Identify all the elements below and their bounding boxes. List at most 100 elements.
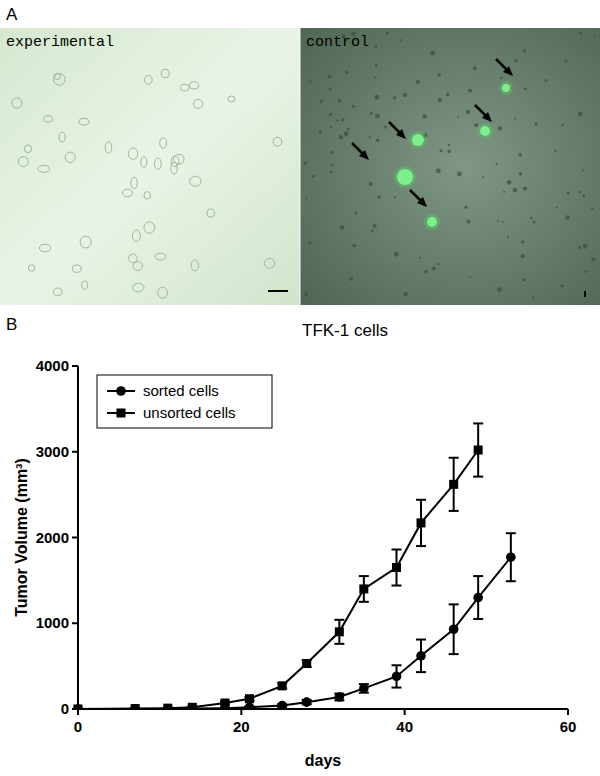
cell	[331, 164, 333, 166]
cell	[591, 257, 595, 261]
gfp-glow	[409, 131, 427, 149]
cell	[394, 196, 396, 198]
data-point	[302, 697, 312, 707]
cell	[354, 212, 357, 215]
x-tick	[567, 709, 569, 715]
cell	[303, 161, 306, 164]
gfp-glow	[499, 81, 513, 95]
error-bar	[392, 665, 402, 687]
cell	[594, 36, 596, 38]
data-point	[392, 672, 402, 682]
panel-label: A	[6, 5, 18, 24]
cell	[53, 288, 62, 295]
data-point	[277, 701, 287, 710]
cell	[370, 112, 373, 115]
cell	[544, 79, 547, 82]
cell	[352, 244, 356, 248]
cell	[330, 170, 333, 173]
cell	[447, 149, 451, 153]
cell	[469, 276, 471, 278]
cell	[518, 153, 522, 157]
cell	[133, 283, 144, 291]
image-caption: experimental	[6, 34, 114, 51]
data-point	[417, 518, 426, 527]
arrow-head	[396, 129, 406, 139]
error-bar	[334, 620, 344, 644]
cell	[416, 80, 420, 84]
cell	[457, 172, 462, 177]
cell	[345, 71, 348, 74]
error-cap	[416, 639, 426, 641]
scale-bar	[268, 290, 288, 292]
cell	[191, 260, 198, 271]
arrow-head	[359, 150, 369, 160]
arrow-head	[417, 197, 427, 207]
legend: sorted cells unsorted cells	[97, 375, 272, 428]
cell	[564, 59, 567, 62]
data-point	[188, 703, 197, 710]
cell	[375, 95, 380, 100]
cell	[520, 254, 524, 258]
legend-label: sorted cells	[143, 382, 219, 399]
data-point	[416, 651, 426, 661]
cell	[432, 267, 436, 271]
cell	[318, 130, 321, 133]
data-point	[73, 704, 83, 710]
data-point	[359, 584, 368, 593]
series	[73, 423, 483, 710]
cell	[440, 149, 443, 152]
cell	[523, 186, 527, 190]
cell	[437, 73, 440, 76]
data-point	[188, 704, 198, 710]
cell	[473, 66, 477, 70]
cell	[158, 287, 168, 298]
data-point	[335, 627, 344, 636]
cell	[12, 98, 22, 108]
cell	[374, 76, 376, 78]
cell	[181, 84, 189, 91]
cell	[309, 80, 312, 83]
legend-label: unsorted cells	[143, 404, 236, 421]
cell	[532, 297, 534, 299]
image-divider	[300, 28, 301, 305]
y-tick	[72, 537, 78, 539]
cell	[446, 92, 450, 96]
error-bar	[359, 576, 369, 602]
data-point	[392, 563, 401, 572]
cell	[330, 151, 333, 154]
y-tick-label: 0	[61, 700, 69, 717]
cell	[338, 99, 341, 102]
cell	[161, 69, 169, 77]
cell	[393, 96, 397, 100]
x-tick	[240, 709, 242, 715]
series	[73, 533, 516, 710]
cell	[330, 126, 332, 128]
data-point	[163, 704, 172, 710]
cell	[305, 197, 307, 199]
cell	[582, 169, 584, 171]
cell	[190, 82, 199, 89]
x-tick-label: 40	[396, 718, 413, 735]
cell	[369, 182, 373, 186]
data-point	[449, 480, 458, 489]
cell	[329, 88, 331, 90]
cell	[497, 220, 499, 222]
data-point	[74, 705, 83, 711]
error-cap	[359, 601, 369, 603]
cell	[190, 176, 201, 186]
error-cap	[449, 457, 459, 459]
y-axis-label: Tumor Volume (mm³)	[13, 458, 30, 617]
error-cap	[449, 510, 459, 512]
error-bar	[416, 640, 426, 673]
data-point	[245, 702, 255, 710]
data-point	[131, 704, 140, 710]
experimental-cells	[12, 69, 282, 298]
gfp-cell	[480, 126, 490, 136]
error-cap	[473, 575, 483, 577]
cell	[466, 110, 470, 114]
cell	[522, 278, 525, 281]
error-cap	[416, 499, 426, 501]
cell	[320, 100, 323, 103]
image-caption: control	[306, 34, 369, 51]
cell	[28, 265, 34, 271]
